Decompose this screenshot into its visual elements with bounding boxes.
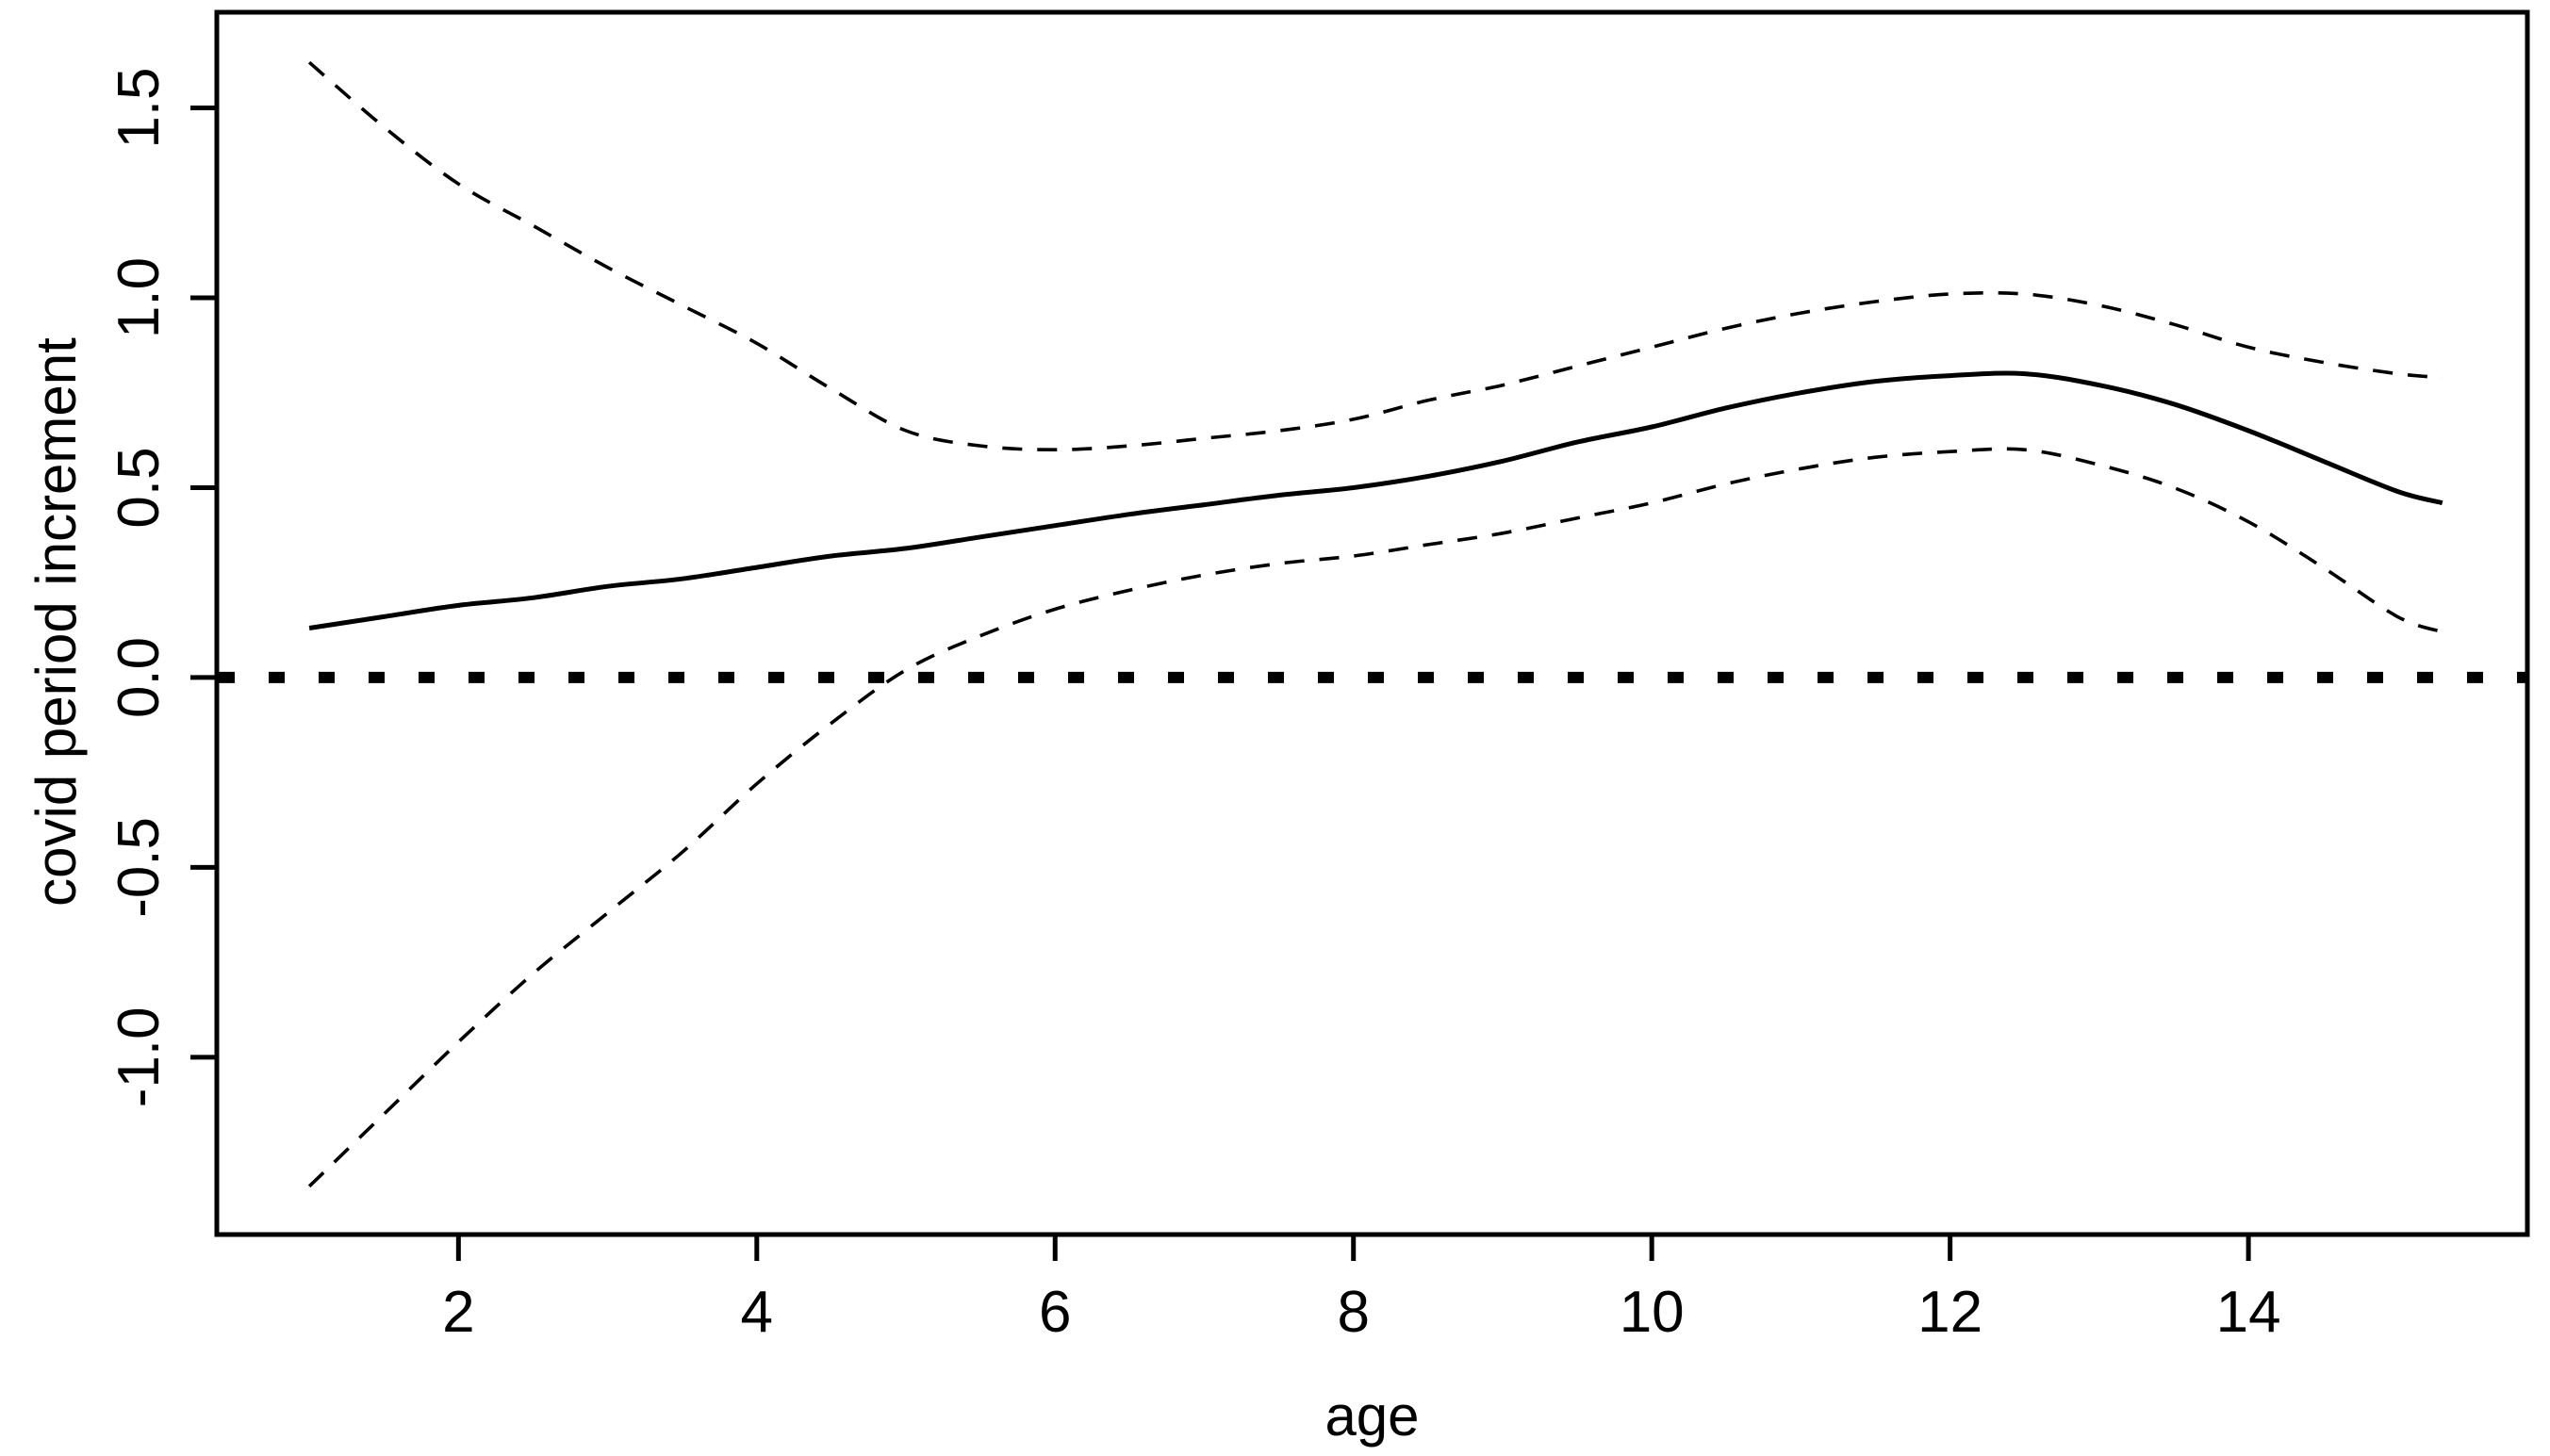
y-tick-label: -0.5 bbox=[107, 817, 172, 918]
x-axis-title: age bbox=[1324, 1384, 1420, 1448]
x-tick-label: 2 bbox=[442, 1280, 474, 1345]
lower-ci-curve bbox=[307, 447, 2443, 1188]
x-tick-label: 10 bbox=[1620, 1280, 1685, 1345]
y-tick-label: 0.5 bbox=[107, 447, 172, 528]
y-tick-label: 0.0 bbox=[107, 637, 172, 718]
y-tick-label: 1.0 bbox=[107, 257, 172, 338]
x-tick-label: 12 bbox=[1917, 1280, 1982, 1345]
y-tick-label: 1.5 bbox=[107, 67, 172, 148]
y-axis-title: covid period increment bbox=[25, 337, 88, 907]
plot-box bbox=[214, 9, 2530, 1237]
x-tick-label: 6 bbox=[1039, 1280, 1071, 1345]
fit-curve bbox=[308, 370, 2443, 630]
y-tick-label: -1.0 bbox=[107, 1006, 172, 1107]
x-tick-label: 4 bbox=[741, 1280, 773, 1345]
upper-ci-curve bbox=[307, 60, 2443, 451]
x-tick-label: 14 bbox=[2216, 1280, 2281, 1345]
x-tick-label: 8 bbox=[1337, 1280, 1369, 1345]
